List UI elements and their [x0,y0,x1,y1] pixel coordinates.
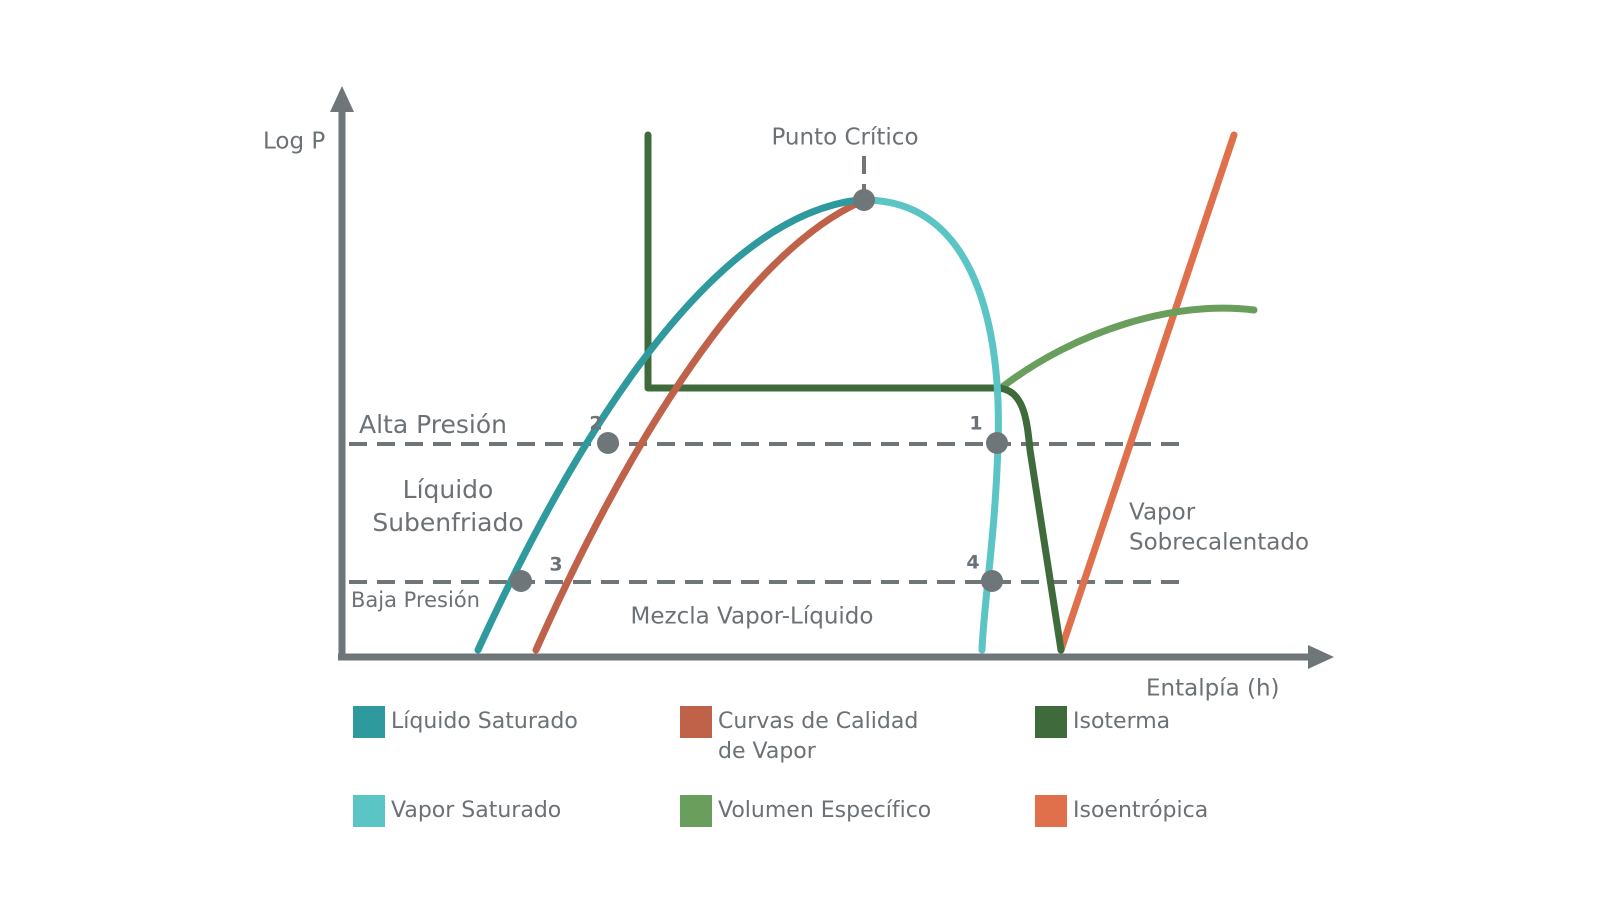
point-3 [510,570,532,592]
saturated-vapor-curve [860,196,1002,654]
point-label: 2 [589,413,602,435]
region-label: Líquido [403,475,494,504]
legend-label: Curvas de Calidad [718,709,918,734]
legend-swatch [353,795,385,827]
critical-point [853,189,875,211]
legend-label: Líquido Saturado [391,709,578,734]
y-axis-arrow [330,86,354,112]
legend-swatch [353,706,385,738]
point-label: 1 [969,413,982,435]
specific-volume-curve [997,304,1258,392]
region-label: Sobrecalentado [1129,530,1309,556]
legend-label: Isoterma [1073,709,1170,734]
legend-label: Isoentrópica [1073,798,1208,823]
region-label: Subenfriado [372,508,523,537]
low-pressure-label: Baja Presión [351,588,480,612]
region-label: Vapor [1129,500,1196,526]
legend-swatch [680,706,712,738]
state-points [510,189,1008,592]
legend-label: Vapor Saturado [391,798,561,823]
legend-swatch [1035,795,1067,827]
point-1 [986,432,1008,454]
point-label: 4 [966,552,979,574]
y-axis-label: Log P [263,129,325,155]
point-label: 3 [549,554,562,576]
x-axis-label: Entalpía (h) [1146,676,1280,702]
legend-label: Volumen Específico [718,798,931,823]
critical-point-label: Punto Crítico [771,125,918,151]
point-4 [981,570,1003,592]
region-label: Mezcla Vapor-Líquido [631,604,874,630]
quality-curve [532,199,862,654]
legend-swatch [680,795,712,827]
legend-swatch [1035,706,1067,738]
legend-label: de Vapor [718,739,817,764]
legend: Líquido Saturado Curvas de Calidad de Vapo… [353,706,1208,827]
x-axis-arrow [1308,645,1334,669]
high-pressure-label: Alta Presión [359,410,507,439]
point-2 [597,432,619,454]
isentropic-curve [1057,131,1238,654]
